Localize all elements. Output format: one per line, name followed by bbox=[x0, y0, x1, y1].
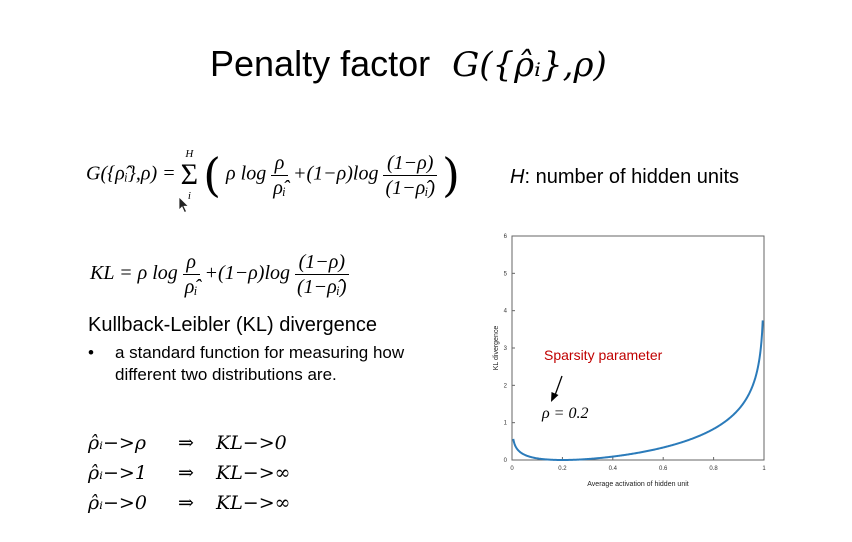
hidden-units-text: : number of hidden units bbox=[524, 166, 740, 188]
g-frac2-num: (1−ρ) bbox=[383, 151, 438, 176]
limit-row: ρ̂ᵢ−>1 ⇒ KL−>∞ bbox=[88, 462, 290, 484]
limit-left: ρ̂ᵢ−>0 bbox=[88, 492, 147, 514]
hidden-units-note: H: number of hidden units bbox=[510, 166, 739, 189]
y-tick-label: 5 bbox=[504, 271, 508, 277]
y-tick-label: 4 bbox=[504, 309, 508, 315]
g-frac1: ρ ρ̂ᵢ bbox=[271, 151, 288, 200]
kl-frac2-den: (1−ρ̂ᵢ) bbox=[297, 276, 347, 298]
sum-upper: H bbox=[185, 148, 194, 160]
g-frac2: (1−ρ) (1−ρ̂ᵢ) bbox=[383, 151, 438, 200]
sigma-symbol: Σ bbox=[180, 158, 199, 191]
kl-heading: Kullback-Leibler (KL) divergence bbox=[88, 314, 378, 336]
kl-curve-series bbox=[512, 320, 764, 461]
penalty-equation: G({ρ̂ᵢ},ρ) = H Σ i ( ρ log ρ ρ̂ᵢ +(1−ρ)l… bbox=[86, 148, 460, 202]
g-term1: ρ log bbox=[226, 162, 267, 185]
y-axis-label: KL divergence bbox=[493, 326, 500, 371]
x-tick-label: 0 bbox=[510, 466, 514, 472]
mouse-cursor-icon bbox=[178, 196, 190, 214]
axis-ticks: 0 0.2 0.4 0.6 0.8 1 0 1 2 3 4 5 6 bbox=[504, 234, 767, 472]
x-axis-label: Average activation of hidden unit bbox=[587, 481, 688, 488]
title-math: G({ρ̂ᵢ},ρ) bbox=[452, 45, 607, 85]
limit-row: ρ̂ᵢ−>ρ ⇒ KL−>0 bbox=[88, 432, 287, 454]
kl-frac1: ρ ρ̂ᵢ bbox=[182, 250, 200, 299]
x-tick-label: 1 bbox=[762, 466, 766, 472]
x-tick-label: 0.8 bbox=[709, 466, 718, 472]
limit-left: ρ̂ᵢ−>1 bbox=[88, 462, 147, 484]
hidden-units-var: H bbox=[510, 166, 525, 188]
limit-left: ρ̂ᵢ−>ρ bbox=[88, 432, 147, 454]
bullet-text: a standard function for measuring how di… bbox=[115, 343, 405, 384]
sum-lower: i bbox=[187, 190, 191, 202]
x-tick-label: 0.6 bbox=[659, 466, 668, 472]
kl-frac1-num: ρ bbox=[182, 250, 200, 275]
g-frac1-den: ρ̂ᵢ bbox=[273, 176, 286, 199]
slide-title: Penalty factor G({ρ̂ᵢ},ρ) bbox=[210, 42, 607, 87]
kl-divergence-chart: 0 0.2 0.4 0.6 0.8 1 0 1 2 3 4 5 6 Average activation… bbox=[493, 234, 767, 488]
sparsity-annotation-label: Sparsity parameter bbox=[544, 347, 663, 363]
kl-equation: KL = ρ log ρ ρ̂ᵢ +(1−ρ)log (1−ρ) (1−ρ̂ᵢ) bbox=[90, 250, 349, 299]
limit-arrow: ⇒ bbox=[178, 462, 194, 484]
kl-frac2: (1−ρ) (1−ρ̂ᵢ) bbox=[295, 250, 349, 299]
paren-close: ) bbox=[442, 148, 460, 202]
y-tick-label: 2 bbox=[504, 383, 508, 389]
y-tick-label: 0 bbox=[504, 458, 508, 464]
rho-annotation: ρ = 0.2 bbox=[541, 405, 588, 422]
title-text: Penalty factor bbox=[210, 43, 431, 84]
g-term2: +(1−ρ)log bbox=[292, 162, 379, 185]
y-tick-label: 3 bbox=[504, 346, 508, 352]
limit-arrow: ⇒ bbox=[178, 432, 194, 454]
annotation-arrow-icon bbox=[551, 375, 563, 402]
paren-open: ( bbox=[203, 148, 222, 202]
bullet-mark: • bbox=[88, 343, 94, 362]
kl-frac1-den: ρ̂ᵢ bbox=[184, 276, 198, 298]
y-tick-label: 1 bbox=[504, 421, 508, 427]
kl-lhs: KL = ρ log bbox=[90, 262, 178, 285]
x-tick-label: 0.2 bbox=[558, 466, 567, 472]
g-frac1-num: ρ bbox=[271, 151, 288, 176]
kl-term2: +(1−ρ)log bbox=[204, 262, 290, 285]
limit-row: ρ̂ᵢ−>0 ⇒ KL−>∞ bbox=[88, 492, 290, 514]
g-frac2-den: (1−ρ̂ᵢ) bbox=[385, 176, 436, 199]
y-tick-label: 6 bbox=[504, 234, 508, 240]
sum-operator: H Σ i bbox=[181, 148, 198, 202]
limit-right: KL−>0 bbox=[216, 432, 287, 454]
x-tick-label: 0.4 bbox=[609, 466, 618, 472]
limit-right: KL−>∞ bbox=[216, 492, 291, 514]
kl-frac2-num: (1−ρ) bbox=[295, 250, 349, 275]
g-lhs: G({ρ̂ᵢ},ρ) = bbox=[86, 162, 176, 185]
limit-right: KL−>∞ bbox=[216, 462, 291, 484]
limit-arrow: ⇒ bbox=[178, 492, 194, 514]
